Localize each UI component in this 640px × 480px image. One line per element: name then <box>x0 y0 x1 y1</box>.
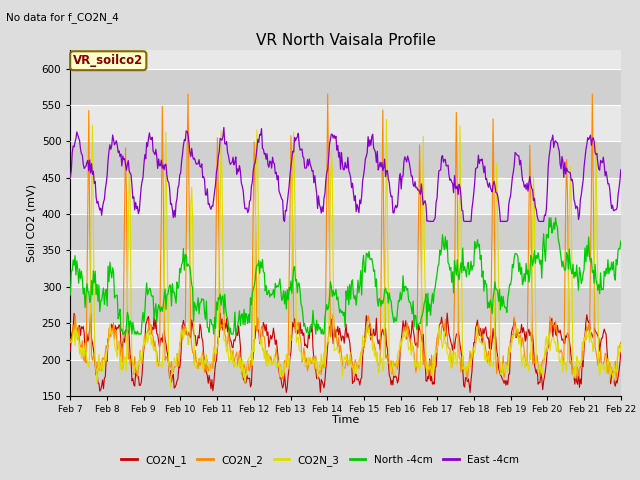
Legend: CO2N_1, CO2N_2, CO2N_3, North -4cm, East -4cm: CO2N_1, CO2N_2, CO2N_3, North -4cm, East… <box>117 451 523 470</box>
Bar <box>70 214 621 251</box>
Bar <box>70 141 621 178</box>
Bar <box>70 105 621 141</box>
Text: VR_soilco2: VR_soilco2 <box>73 54 143 67</box>
Y-axis label: Soil CO2 (mV): Soil CO2 (mV) <box>26 184 36 262</box>
Bar <box>70 287 621 323</box>
Bar <box>70 178 621 214</box>
Bar <box>70 360 621 396</box>
Title: VR North Vaisala Profile: VR North Vaisala Profile <box>255 33 436 48</box>
Text: No data for f_CO2N_4: No data for f_CO2N_4 <box>6 12 119 23</box>
Bar <box>70 251 621 287</box>
Bar <box>70 323 621 360</box>
X-axis label: Time: Time <box>332 415 359 425</box>
Bar <box>70 69 621 105</box>
